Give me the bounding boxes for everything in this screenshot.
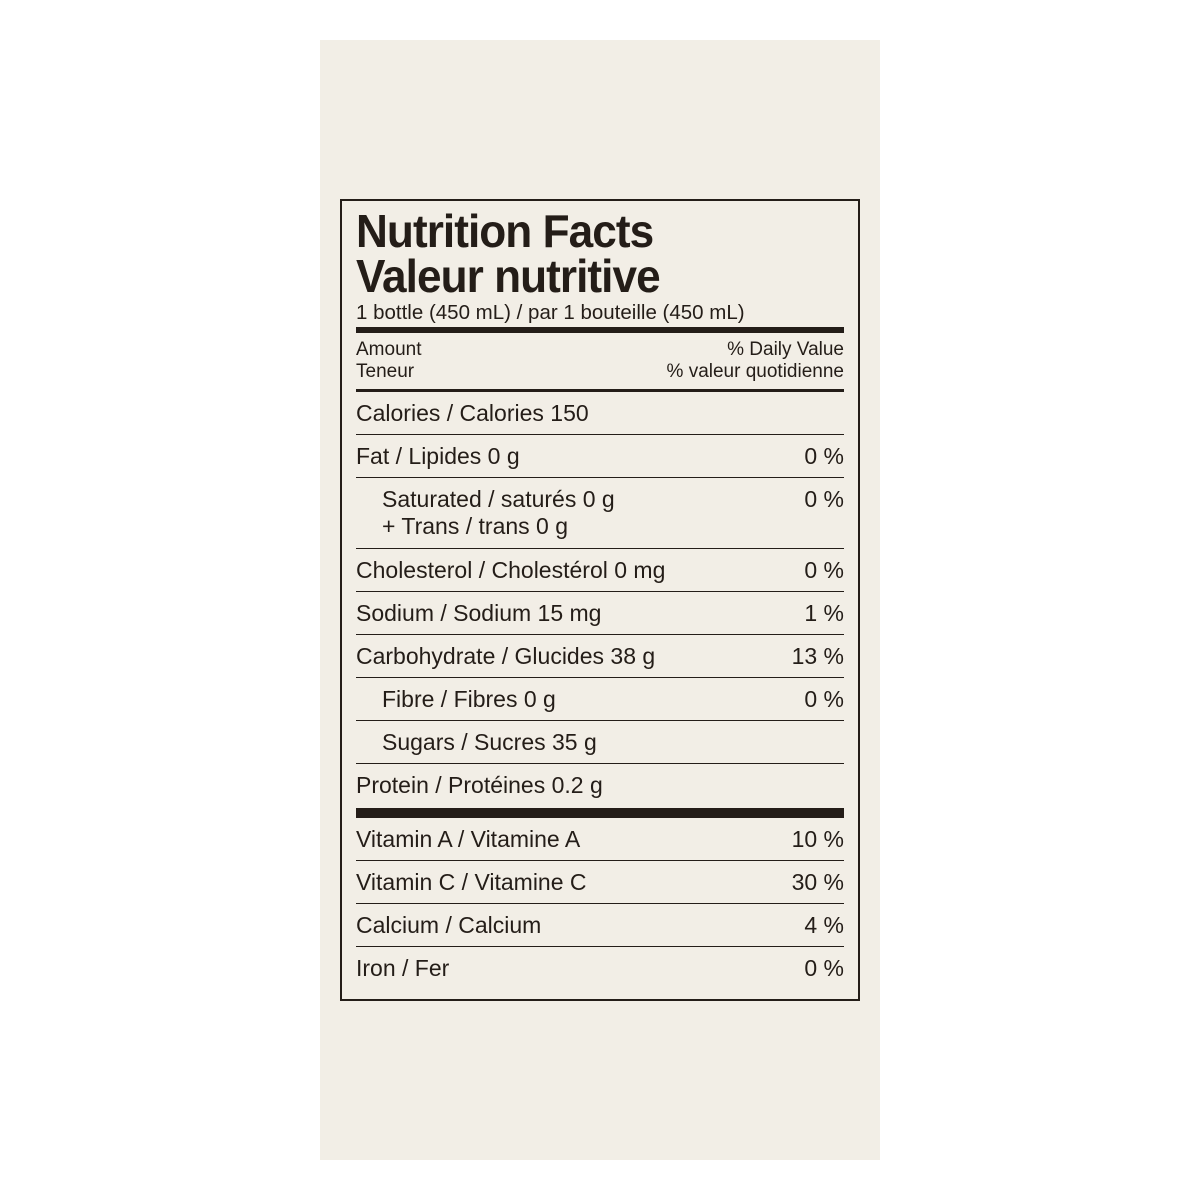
row-sodium: Sodium / Sodium 15 mg 1 % xyxy=(356,591,844,634)
label-calcium: Calcium / Calcium xyxy=(356,912,541,939)
label-sugars: Sugars / Sucres 35 g xyxy=(382,729,597,756)
label-fat: Fat / Lipides 0 g xyxy=(356,443,520,470)
title-en: Nutrition Facts xyxy=(356,209,824,254)
row-sat-trans: Saturated / saturés 0 g + Trans / trans … xyxy=(356,477,844,548)
label-vitamin-a: Vitamin A / Vitamine A xyxy=(356,826,580,853)
nutrition-facts-panel: Nutrition Facts Valeur nutritive 1 bottl… xyxy=(340,199,860,1001)
dv-sat-trans: 0 % xyxy=(804,486,844,513)
label-sat-trans: Saturated / saturés 0 g + Trans / trans … xyxy=(382,486,615,541)
label-carbohydrate: Carbohydrate / Glucides 38 g xyxy=(356,643,655,670)
label-vitamin-c: Vitamin C / Vitamine C xyxy=(356,869,587,896)
row-protein: Protein / Protéines 0.2 g xyxy=(356,763,844,808)
dv-calcium: 4 % xyxy=(804,912,844,939)
heavy-rule xyxy=(356,808,844,818)
header-left: Amount Teneur xyxy=(356,339,421,383)
header-dv-en: % Daily Value xyxy=(667,339,844,361)
dv-iron: 0 % xyxy=(804,955,844,982)
row-sugars: Sugars / Sucres 35 g xyxy=(356,720,844,763)
label-cholesterol: Cholesterol / Cholestérol 0 mg xyxy=(356,557,665,584)
serving-size: 1 bottle (450 mL) / par 1 bouteille (450… xyxy=(356,301,844,325)
row-fat: Fat / Lipides 0 g 0 % xyxy=(356,434,844,477)
header-amount-fr: Teneur xyxy=(356,361,421,383)
title: Nutrition Facts Valeur nutritive xyxy=(356,209,824,299)
dv-fat: 0 % xyxy=(804,443,844,470)
label-iron: Iron / Fer xyxy=(356,955,449,982)
row-vitamin-c: Vitamin C / Vitamine C 30 % xyxy=(356,860,844,903)
row-calories: Calories / Calories 150 xyxy=(356,392,844,434)
header-right: % Daily Value % valeur quotidienne xyxy=(667,339,844,383)
row-iron: Iron / Fer 0 % xyxy=(356,946,844,989)
label-calories: Calories / Calories 150 xyxy=(356,400,589,427)
dv-vitamin-c: 30 % xyxy=(792,869,844,896)
dv-fibre: 0 % xyxy=(804,686,844,713)
row-fibre: Fibre / Fibres 0 g 0 % xyxy=(356,677,844,720)
row-cholesterol: Cholesterol / Cholestérol 0 mg 0 % xyxy=(356,548,844,591)
amount-dv-header: Amount Teneur % Daily Value % valeur quo… xyxy=(356,339,844,383)
label-background: Nutrition Facts Valeur nutritive 1 bottl… xyxy=(320,40,880,1160)
thick-rule xyxy=(356,327,844,333)
label-sodium: Sodium / Sodium 15 mg xyxy=(356,600,601,627)
dv-vitamin-a: 10 % xyxy=(792,826,844,853)
header-amount-en: Amount xyxy=(356,339,421,361)
dv-sodium: 1 % xyxy=(804,600,844,627)
label-fibre: Fibre / Fibres 0 g xyxy=(382,686,556,713)
dv-carbohydrate: 13 % xyxy=(792,643,844,670)
title-fr: Valeur nutritive xyxy=(356,254,824,299)
row-carbohydrate: Carbohydrate / Glucides 38 g 13 % xyxy=(356,634,844,677)
header-dv-fr: % valeur quotidienne xyxy=(667,361,844,383)
row-vitamin-a: Vitamin A / Vitamine A 10 % xyxy=(356,818,844,860)
dv-cholesterol: 0 % xyxy=(804,557,844,584)
label-protein: Protein / Protéines 0.2 g xyxy=(356,772,603,799)
row-calcium: Calcium / Calcium 4 % xyxy=(356,903,844,946)
